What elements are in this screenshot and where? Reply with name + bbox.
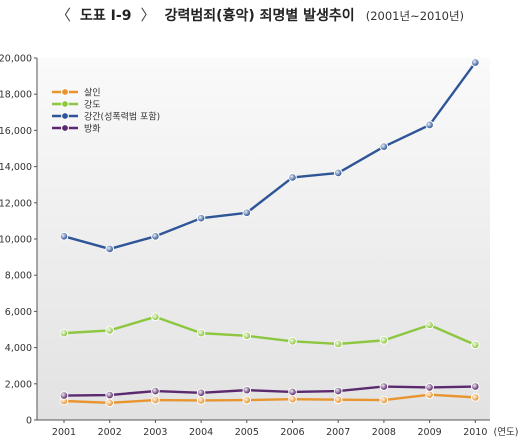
data-point-highlight	[289, 388, 296, 396]
data-point-highlight	[289, 174, 296, 181]
figure-number: 도표 Ⅰ-9	[80, 8, 132, 24]
series-layer	[59, 58, 480, 408]
title-bracket-close: 〉	[140, 6, 156, 24]
x-tick-label: 2006	[280, 427, 304, 438]
data-point-highlight	[106, 399, 113, 407]
x-tick-label: 2005	[235, 427, 259, 438]
data-point-highlight	[152, 396, 159, 404]
chart-title: 강력범죄(흉악) 죄명별 발생추이	[164, 8, 355, 24]
legend-swatch-marker	[61, 112, 69, 120]
legend-swatch-marker	[61, 100, 69, 108]
data-point-highlight	[426, 321, 433, 329]
y-axis: 0 2,000 4,000 6,000 8,000 10,000 12,000 14,000 1…	[0, 54, 38, 427]
data-point-highlight	[60, 392, 68, 399]
y-tick-label: 12,000	[0, 198, 32, 209]
data-point-highlight	[243, 209, 250, 216]
y-tick-label: 20,000	[0, 54, 32, 65]
x-tick-label: 2008	[372, 427, 396, 438]
legend-entry-label: 강간(성폭력범 포함)	[84, 111, 160, 123]
y-tick-label: 16,000	[0, 126, 32, 137]
data-point-highlight	[152, 387, 159, 395]
data-point-highlight	[335, 169, 342, 177]
legend-entry-label: 방화	[84, 124, 101, 135]
data-point-highlight	[197, 389, 205, 397]
data-point-highlight	[106, 327, 113, 334]
x-tick-label: 2010	[463, 427, 487, 438]
data-point-highlight	[289, 395, 296, 403]
x-tick-label: 2001	[52, 427, 76, 438]
x-axis-label: (연도)	[494, 427, 519, 438]
x-tick-label: 2009	[418, 427, 442, 438]
data-point-highlight	[335, 387, 342, 395]
data-point-highlight	[335, 396, 342, 403]
data-point-highlight	[472, 341, 479, 349]
y-tick-label: 4,000	[5, 343, 32, 354]
series-2	[59, 312, 480, 350]
plot-background	[37, 58, 490, 420]
data-point-highlight	[197, 214, 205, 222]
data-point-highlight	[472, 394, 479, 401]
data-point-highlight	[426, 384, 433, 391]
data-point-highlight	[472, 383, 479, 390]
chart-title-row: 〈 도표 Ⅰ-9 〉 강력범죄(흉악) 죄명별 발생추이 (2001년~2010…	[0, 4, 520, 30]
x-tick-label: 2007	[326, 427, 350, 438]
title-bracket-open: 〈	[55, 6, 71, 24]
x-tick-label: 2003	[143, 427, 167, 438]
data-point-highlight	[380, 337, 388, 344]
y-tick-label: 14,000	[0, 162, 32, 173]
x-axis: 2001 2002 2003 2004 2005 2006 2007 2008 2009 2010…	[37, 419, 519, 438]
y-tick-label: 0	[26, 416, 32, 427]
legend-swatch-marker	[61, 124, 69, 132]
data-point-highlight	[426, 121, 433, 129]
data-point-highlight	[335, 340, 342, 348]
data-point-highlight	[152, 233, 159, 240]
chart-subtitle: (2001년~2010년)	[365, 9, 465, 23]
y-tick-label: 10,000	[0, 235, 32, 246]
series-4	[59, 382, 480, 400]
data-point-highlight	[472, 59, 479, 66]
x-tick-label: 2002	[98, 427, 122, 438]
data-point-highlight	[426, 391, 433, 398]
data-point-highlight	[60, 329, 68, 337]
data-point-highlight	[243, 386, 250, 394]
data-point-highlight	[197, 397, 205, 404]
legend-swatch-marker	[61, 88, 69, 96]
legend-entry-label: 살인	[84, 88, 101, 99]
data-point-highlight	[289, 338, 296, 345]
series-line	[63, 315, 476, 346]
data-point-highlight	[243, 396, 250, 404]
data-point-highlight	[380, 143, 388, 150]
y-tick-label: 2,000	[5, 379, 32, 390]
data-point-highlight	[380, 396, 388, 404]
series-line	[63, 385, 476, 397]
data-point-highlight	[243, 332, 250, 340]
y-tick-label: 8,000	[5, 271, 32, 282]
series-line	[63, 393, 476, 405]
data-point-highlight	[106, 391, 113, 399]
data-point-highlight	[197, 329, 205, 337]
data-point-highlight	[152, 313, 159, 321]
series-3	[59, 58, 480, 254]
data-point-highlight	[60, 233, 68, 240]
y-tick-label: 18,000	[0, 90, 32, 101]
data-point-highlight	[380, 383, 388, 390]
legend-entry-label: 강도	[84, 100, 101, 111]
x-tick-label: 2004	[189, 427, 213, 438]
data-point-highlight	[106, 245, 113, 253]
series-line	[63, 61, 477, 251]
y-tick-label: 6,000	[5, 307, 32, 318]
